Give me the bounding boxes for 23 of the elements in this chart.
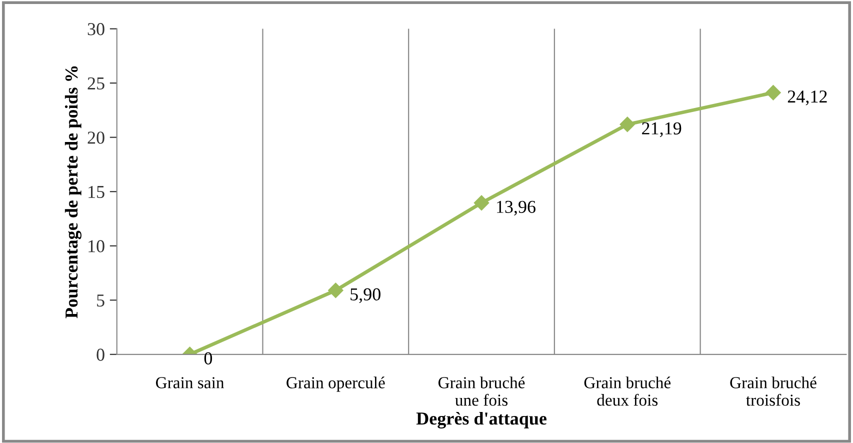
y-axis-title: Pourcentage de perte de poids % <box>64 66 82 318</box>
x-tick-label: Grain bruché une fois <box>438 376 525 406</box>
y-tick-label: 5 <box>97 294 104 307</box>
y-tick-label: 25 <box>88 77 104 90</box>
x-tick-label: Grain bruché troisfois <box>730 376 816 406</box>
x-tick-label: Grain bruché deux fois <box>584 376 671 406</box>
y-tick-label: 20 <box>88 132 104 144</box>
data-label: 5,90 <box>350 288 380 304</box>
data-label: 21,19 <box>642 122 682 138</box>
point <box>328 282 344 298</box>
y-tick-label: 10 <box>88 240 104 252</box>
point <box>620 116 635 132</box>
data-label: 13,96 <box>496 200 536 216</box>
x-axis-title: Degrès d'attaque <box>416 412 546 428</box>
data-label: 24,12 <box>788 90 827 106</box>
x-tick-label: Grain operculé <box>286 376 385 392</box>
data-label: 0 <box>204 352 212 364</box>
x-tick-label: Grain sain <box>156 377 224 388</box>
point <box>766 85 781 100</box>
y-tick-label: 30 <box>88 23 104 36</box>
y-tick-label: 0 <box>96 348 104 361</box>
y-tick-label: 15 <box>88 186 104 198</box>
point <box>474 195 490 210</box>
